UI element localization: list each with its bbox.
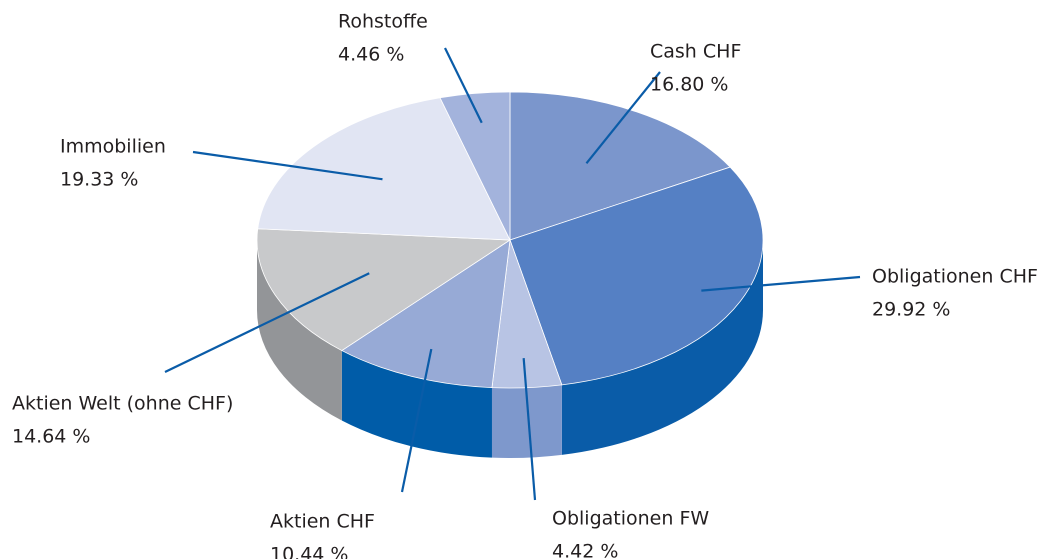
slice-label: Cash CHF <box>650 41 741 63</box>
slice-value-label: 14.64 % <box>12 426 91 448</box>
slice-value-label: 29.92 % <box>872 299 951 321</box>
slice <box>439 91 511 241</box>
slice-label: Rohstoffe <box>338 11 428 33</box>
leader-line <box>701 275 861 292</box>
slice-value-label: 19.33 % <box>60 169 139 191</box>
slice <box>256 228 512 352</box>
slice-side <box>491 384 562 458</box>
slice-label: Obligationen FW <box>552 508 709 530</box>
slice <box>509 166 764 386</box>
slice-side <box>257 240 342 421</box>
slice-label: Aktien CHF <box>270 511 375 533</box>
slice-value-label: 16.80 % <box>650 74 729 96</box>
slice <box>257 97 511 241</box>
slice-label: Aktien Welt (ohne CHF) <box>12 393 233 415</box>
leader-line <box>400 348 433 493</box>
slice-side <box>341 350 492 458</box>
slice-value-label: 4.46 % <box>338 44 404 66</box>
slice-value-label: 4.42 % <box>552 541 618 559</box>
slice-label: Obligationen CHF <box>872 266 1038 288</box>
slice <box>341 239 511 389</box>
leader-line <box>192 150 383 181</box>
slice-side <box>561 240 763 455</box>
leader-line <box>585 71 661 164</box>
leader-line <box>444 47 483 124</box>
slice-label: Immobilien <box>60 136 166 158</box>
slice-value-label: 10.44 % <box>270 544 349 559</box>
leader-line <box>522 358 537 501</box>
slice <box>509 91 731 241</box>
leader-line <box>164 272 370 373</box>
